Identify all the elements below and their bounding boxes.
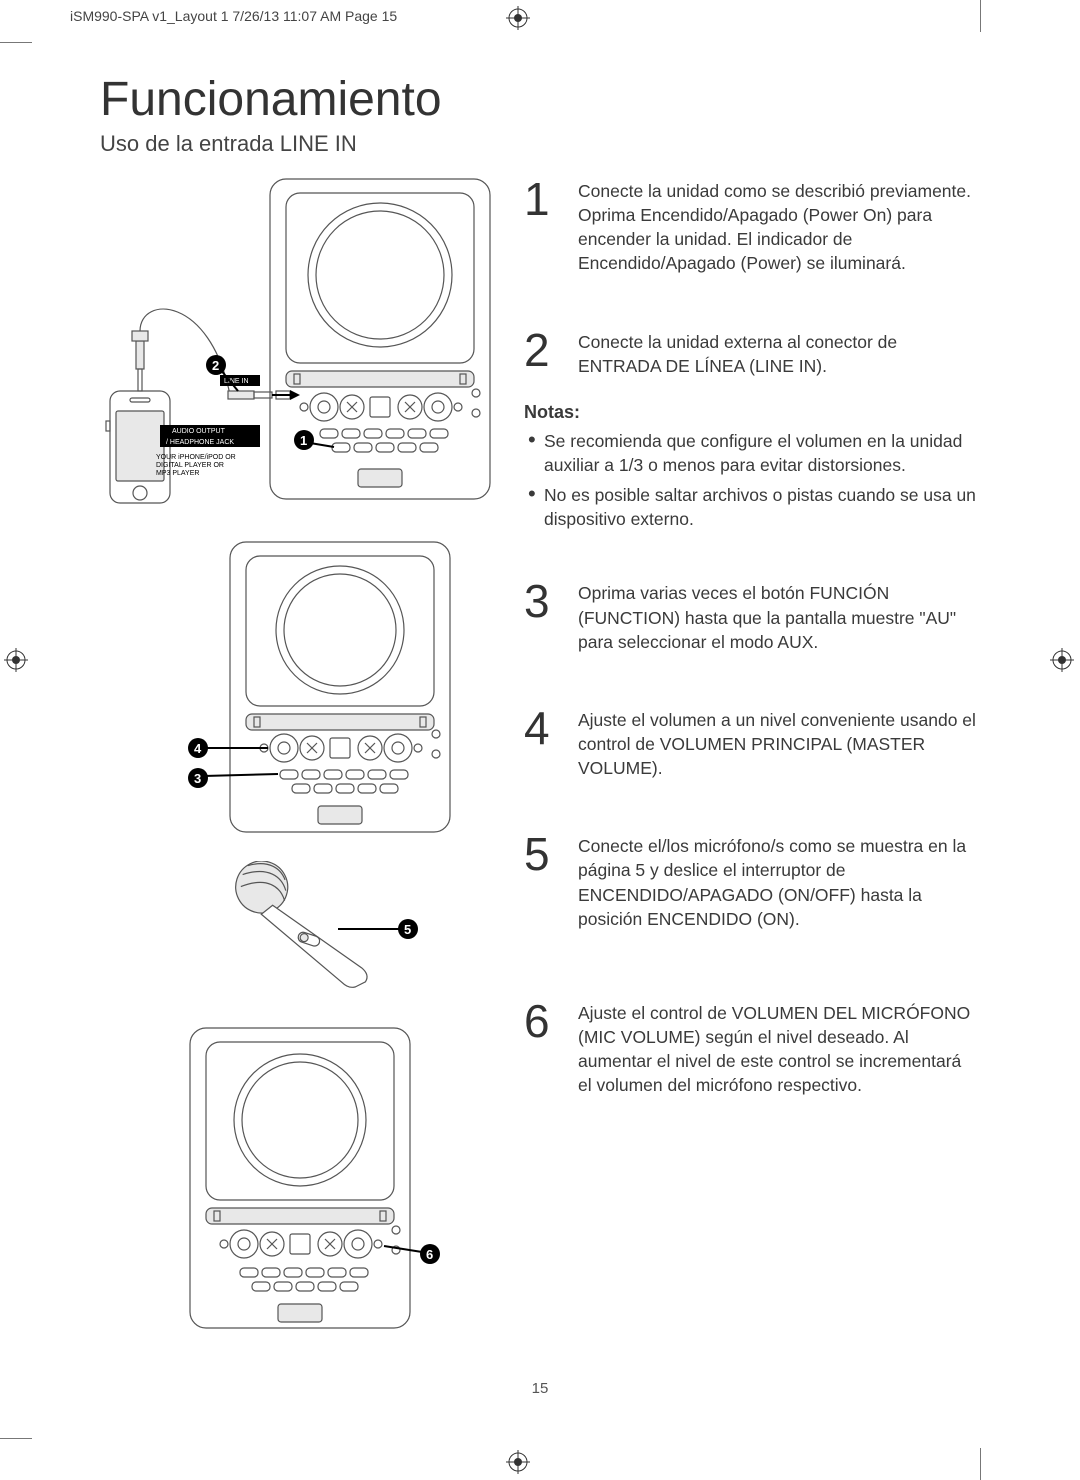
- step-number: 2: [524, 330, 560, 378]
- step-text: Conecte el/los micrófono/s como se muest…: [578, 834, 978, 931]
- svg-text:4: 4: [194, 741, 202, 756]
- svg-text:2: 2: [212, 358, 219, 373]
- step-text: Oprima varias veces el botón FUNCIÓN (FU…: [578, 581, 978, 653]
- label-audioout1: AUDIO OUTPUT: [172, 428, 226, 435]
- steps-column: 1 Conecte la unidad como se describió pr…: [524, 175, 980, 1339]
- figure-2: 4 3: [100, 538, 500, 843]
- step-3: 3 Oprima varias veces el botón FUNCIÓN (…: [524, 581, 980, 653]
- registration-mark-icon: [506, 6, 530, 30]
- figure-3: 5: [100, 861, 500, 1006]
- notes-block: Notas: Se recomienda que configure el vo…: [524, 402, 980, 532]
- svg-text:6: 6: [426, 1247, 433, 1262]
- figures-column: LINE IN AUDIO OUTPUT / HEADPHONE JACK YO…: [100, 175, 500, 1339]
- page-subtitle: Uso de la entrada LINE IN: [100, 131, 980, 157]
- label-device-l2: DIGITAL PLAYER OR: [156, 462, 224, 469]
- step-text: Ajuste el volumen a un nivel conveniente…: [578, 708, 978, 780]
- content-area: Funcionamiento Uso de la entrada LINE IN: [100, 72, 980, 1339]
- registration-mark-icon: [506, 1450, 530, 1474]
- body-columns: LINE IN AUDIO OUTPUT / HEADPHONE JACK YO…: [100, 175, 980, 1339]
- registration-mark-icon: [4, 648, 28, 672]
- step-1: 1 Conecte la unidad como se describió pr…: [524, 179, 980, 276]
- svg-text:1: 1: [300, 433, 307, 448]
- step-text: Conecte la unidad como se describió prev…: [578, 179, 978, 276]
- label-device-l1: YOUR iPHONE/iPOD OR: [156, 454, 236, 461]
- step-number: 4: [524, 708, 560, 780]
- note-item: Se recomienda que configure el volumen e…: [524, 429, 980, 477]
- page-title: Funcionamiento: [100, 72, 980, 127]
- step-4: 4 Ajuste el volumen a un nivel convenien…: [524, 708, 980, 780]
- step-6: 6 Ajuste el control de VOLUMEN DEL MICRÓ…: [524, 1001, 980, 1098]
- step-number: 6: [524, 1001, 560, 1098]
- page-root: iSM990-SPA v1_Layout 1 7/26/13 11:07 AM …: [0, 0, 1080, 1480]
- step-text: Ajuste el control de VOLUMEN DEL MICRÓFO…: [578, 1001, 978, 1098]
- notes-title: Notas:: [524, 402, 980, 423]
- svg-text:3: 3: [194, 771, 201, 786]
- crop-line: [0, 1438, 32, 1439]
- crop-line: [980, 0, 981, 32]
- svg-text:5: 5: [404, 922, 411, 937]
- step-number: 5: [524, 834, 560, 931]
- label-audioout2: / HEADPHONE JACK: [166, 439, 234, 446]
- step-2: 2 Conecte la unidad externa al conector …: [524, 330, 980, 378]
- step-text: Conecte la unidad externa al conector de…: [578, 330, 978, 378]
- step-number: 1: [524, 179, 560, 276]
- figure-4: 6: [100, 1024, 500, 1339]
- registration-mark-icon: [1050, 648, 1074, 672]
- crop-line: [980, 1448, 981, 1480]
- step-5: 5 Conecte el/los micrófono/s como se mue…: [524, 834, 980, 931]
- figure-1: LINE IN AUDIO OUTPUT / HEADPHONE JACK YO…: [100, 175, 500, 520]
- note-item: No es posible saltar archivos o pistas c…: [524, 483, 980, 531]
- label-device-l3: MP3 PLAYER: [156, 470, 199, 477]
- step-number: 3: [524, 581, 560, 653]
- print-header: iSM990-SPA v1_Layout 1 7/26/13 11:07 AM …: [70, 8, 397, 24]
- crop-line: [0, 42, 32, 43]
- page-number: 15: [532, 1380, 549, 1397]
